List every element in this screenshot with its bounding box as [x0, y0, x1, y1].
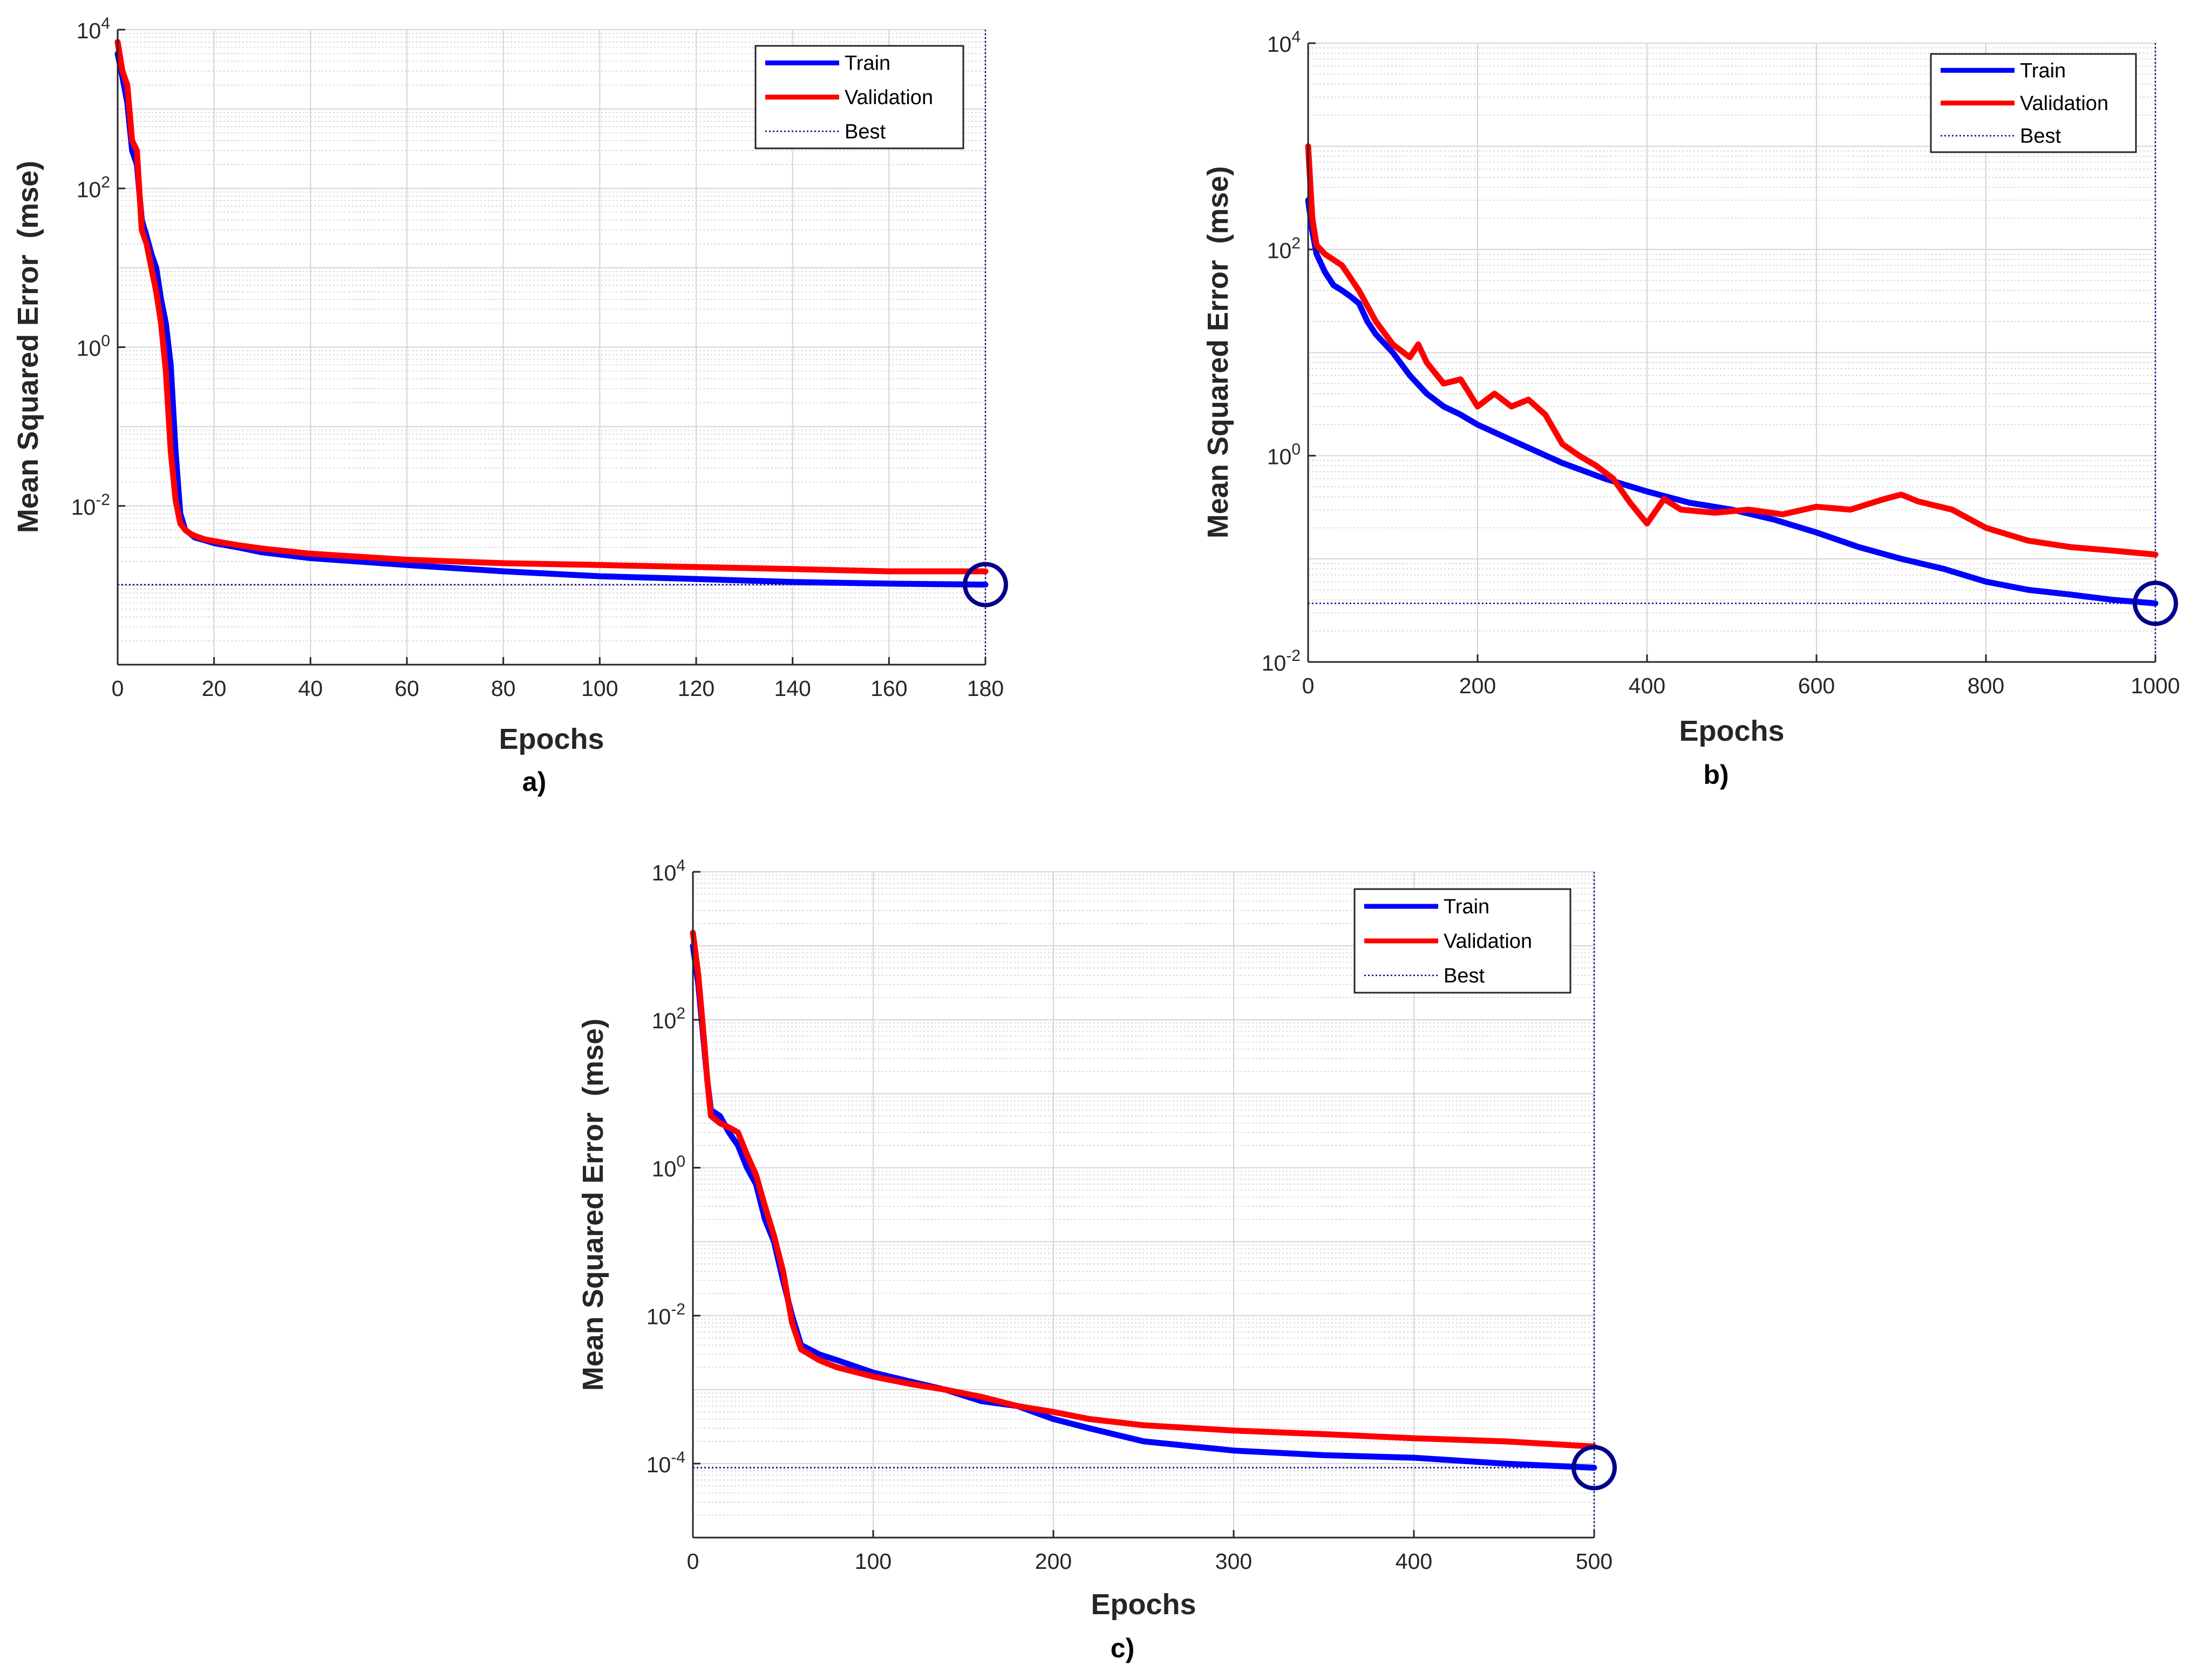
- y-tick-label: 10-2: [1262, 647, 1301, 675]
- x-tick-label: 100: [855, 1549, 892, 1574]
- y-tick-label: 10-2: [71, 491, 110, 520]
- legend: Train Validation Best: [1930, 53, 2137, 153]
- train-series-line: [1305, 197, 2159, 606]
- chart-c: 0 100 200 300 400 500 10-4 10-2 100 102 104 Mean Sq…: [577, 857, 1617, 1663]
- y-tick-label: 100: [652, 1152, 685, 1181]
- x-tick-label: 600: [1798, 673, 1835, 698]
- y-tick-label: 102: [77, 173, 110, 202]
- chart-b: 0 200 400 600 800 1000 10-2 100 102 104 Mean Squar…: [1202, 28, 2180, 790]
- y-axis-title: Mean Squared Error (mse): [1202, 166, 1234, 538]
- legend-label-train: Train: [1444, 896, 1489, 918]
- legend-label-validation: Validation: [2020, 92, 2108, 115]
- y-tick-label: 102: [652, 1005, 685, 1033]
- x-tick-label: 20: [202, 676, 227, 701]
- legend-label-best: Best: [2020, 125, 2061, 148]
- x-tick-label: 300: [1215, 1549, 1252, 1574]
- best-marker-circle: [963, 562, 1008, 607]
- x-axis-title: Epochs: [499, 723, 604, 755]
- x-tick-label: 800: [1968, 673, 2004, 698]
- panel-label: b): [1703, 760, 1729, 790]
- validation-series-line: [690, 930, 1597, 1450]
- legend-label-best: Best: [845, 120, 886, 143]
- x-tick-label: 400: [1396, 1549, 1432, 1574]
- x-axis-title: Epochs: [1091, 1588, 1196, 1621]
- legend-label-validation: Validation: [1444, 930, 1532, 953]
- validation-series-line: [1305, 143, 2159, 558]
- best-marker-circle: [1571, 1445, 1617, 1491]
- y-tick-label: 104: [77, 15, 110, 43]
- x-tick-label: 400: [1629, 673, 1665, 698]
- x-tick-label: 40: [298, 676, 323, 701]
- x-tick-label: 100: [581, 676, 618, 701]
- x-tick-label: 160: [870, 676, 907, 701]
- panel-label: a): [522, 767, 546, 797]
- y-axis-title: Mean Squared Error (mse): [12, 161, 44, 533]
- y-tick-label: 100: [1267, 441, 1301, 469]
- train-series-line: [690, 943, 1597, 1471]
- legend: Train Validation Best: [754, 45, 964, 149]
- x-tick-label: 0: [1302, 673, 1315, 698]
- y-tick-label: 10-2: [647, 1301, 685, 1329]
- x-axis-title: Epochs: [1679, 715, 1784, 747]
- y-tick-label: 104: [1267, 28, 1301, 57]
- x-tick-label: 500: [1576, 1549, 1612, 1574]
- y-tick-label: 102: [1267, 234, 1301, 263]
- x-tick-label: 0: [687, 1549, 699, 1574]
- validation-series-line: [114, 39, 989, 575]
- x-tick-label: 200: [1035, 1549, 1072, 1574]
- x-tick-label: 0: [112, 676, 124, 701]
- x-tick-label: 60: [394, 676, 419, 701]
- best-marker-circle: [2133, 581, 2178, 626]
- x-tick-label: 80: [491, 676, 516, 701]
- chart-a: 0 20 40 60 80 100 120 140 160 180 10-2 100 102 104 Mea…: [12, 15, 1008, 797]
- panel-label: c): [1111, 1633, 1134, 1663]
- x-tick-label: 1000: [2131, 673, 2180, 698]
- y-tick-label: 10-4: [647, 1449, 685, 1477]
- legend-label-train: Train: [2020, 59, 2066, 82]
- y-axis-title: Mean Squared Error (mse): [577, 1019, 609, 1391]
- x-tick-label: 180: [967, 676, 1004, 701]
- y-tick-label: 104: [652, 857, 685, 885]
- legend-label-best: Best: [1444, 965, 1485, 987]
- x-tick-label: 200: [1459, 673, 1496, 698]
- y-tick-label: 100: [77, 332, 110, 361]
- x-tick-label: 140: [774, 676, 811, 701]
- legend: Train Validation Best: [1353, 888, 1571, 994]
- legend-label-train: Train: [845, 52, 890, 75]
- legend-label-validation: Validation: [845, 86, 933, 109]
- x-tick-label: 120: [678, 676, 715, 701]
